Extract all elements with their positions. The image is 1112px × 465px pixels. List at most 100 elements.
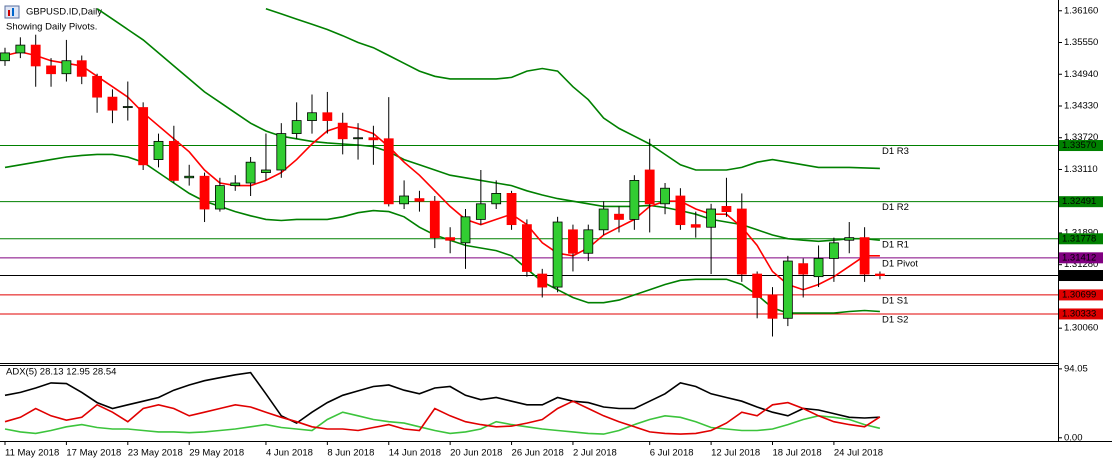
candle-body [491, 193, 502, 205]
y-tick-label: 1.36160 [1064, 5, 1098, 16]
pivot-price-box [1059, 233, 1103, 245]
indicator-line [4, 153, 880, 314]
candle-body [875, 273, 885, 277]
candle-body [644, 169, 655, 205]
candle-body [153, 140, 164, 160]
candle-body [184, 175, 195, 179]
x-tick-label: 23 May 2018 [128, 448, 183, 459]
x-tick-label: 14 Jun 2018 [389, 448, 441, 459]
candle-body [568, 229, 578, 254]
candle-body [690, 224, 701, 228]
x-tick-label: 24 Jul 2018 [834, 448, 883, 459]
pivot-price-label: 1.30699 [1062, 289, 1096, 300]
candle-body [445, 237, 456, 241]
candle-body [767, 294, 778, 319]
candle-body [307, 112, 317, 121]
y-tick-label: 94.05 [1064, 363, 1088, 374]
candle-body [414, 198, 425, 202]
indicator-line [4, 411, 881, 435]
indicator-line [4, 371, 880, 425]
pivot-price-box [1059, 289, 1103, 301]
candle-body [552, 221, 563, 288]
pivot-price-label: 1.30333 [1062, 308, 1096, 319]
candle-body [813, 258, 824, 278]
y-tick-label: 1.31280 [1064, 259, 1098, 270]
candle-body [537, 273, 548, 288]
candle-body [752, 273, 763, 298]
candle-body [199, 175, 210, 210]
candle-body [291, 120, 302, 134]
x-tick-label: 4 Jun 2018 [266, 448, 313, 459]
candle-body [76, 60, 87, 77]
candle-body [614, 213, 624, 220]
pivot-price-box [1059, 308, 1103, 320]
candle-body [46, 65, 56, 75]
chart-title: GBPUSD.ID,Daily [26, 7, 102, 18]
candle-body [660, 187, 670, 205]
pivot-price-box [1059, 252, 1103, 264]
candle-body [859, 237, 870, 275]
pivot-price-label: 1.31412 [1062, 252, 1096, 263]
candle-body [15, 44, 26, 54]
candle-body [353, 137, 363, 140]
y-tick-label: 1.35550 [1064, 37, 1098, 48]
candle-body [798, 263, 809, 275]
candle-body [92, 75, 102, 98]
x-tick-label: 18 Jul 2018 [773, 448, 822, 459]
candle-body [383, 138, 394, 205]
candle-body [276, 133, 287, 171]
candle-body [245, 161, 256, 184]
candle-body [675, 195, 686, 226]
y-tick-label: 1.31890 [1064, 227, 1098, 238]
pivot-name: D1 Pivot [882, 258, 918, 269]
x-tick-label: 11 May 2018 [5, 448, 59, 459]
x-tick-label: 17 May 2018 [66, 448, 121, 459]
symbol-icon [4, 5, 20, 19]
pivot-name: D1 S2 [882, 314, 908, 325]
candle-body [230, 182, 241, 187]
pivot-price-box [1059, 196, 1103, 208]
pivot-name: D1 R3 [882, 146, 909, 157]
candle-body [706, 208, 716, 228]
candle-body [736, 208, 747, 275]
x-tick-label: 2 Jul 2018 [573, 448, 617, 459]
candle-body [122, 106, 133, 108]
pivot-name: D1 S1 [882, 295, 908, 306]
candle-body [261, 169, 271, 173]
current-price-box [1059, 270, 1103, 282]
pivot-price-label: 1.32491 [1062, 196, 1096, 207]
x-tick-label: 12 Jul 2018 [711, 448, 760, 459]
pivot-price-box [1059, 140, 1103, 152]
x-tick-label: 20 Jun 2018 [450, 448, 502, 459]
y-tick-label: 1.33110 [1064, 164, 1098, 175]
candle-body [629, 179, 640, 220]
y-tick-label: 1.34330 [1064, 101, 1098, 112]
candle-body [460, 216, 471, 244]
pivot-price-label: 1.31778 [1062, 233, 1096, 244]
current-price-label: 1.31072 [1062, 270, 1096, 281]
indicator-line [4, 51, 880, 291]
candle-body [168, 140, 179, 181]
candle-body [598, 208, 609, 231]
candle-body [322, 112, 333, 121]
y-tick-label: 1.33720 [1064, 132, 1098, 143]
indicator-title: ADX(5) 28.13 12.95 28.54 [6, 367, 116, 378]
indicator-line [4, 400, 881, 435]
candle-body [782, 260, 793, 319]
y-tick-label: 1.34940 [1064, 69, 1098, 80]
chart-subtitle: Showing Daily Pivots. [6, 22, 97, 33]
candle-body [721, 206, 732, 213]
candle-body [337, 122, 348, 140]
candle-body [61, 60, 72, 75]
y-tick-label: 0.00 [1064, 432, 1083, 443]
candle-body [368, 137, 379, 141]
candle-body [475, 203, 486, 220]
candle-body [30, 44, 41, 67]
pivot-price-label: 1.33570 [1062, 140, 1096, 151]
pivot-name: D1 R2 [882, 202, 909, 213]
x-tick-label: 8 Jun 2018 [327, 448, 374, 459]
x-tick-label: 26 Jun 2018 [512, 448, 564, 459]
candle-body [138, 107, 149, 166]
candle-body [829, 242, 839, 259]
